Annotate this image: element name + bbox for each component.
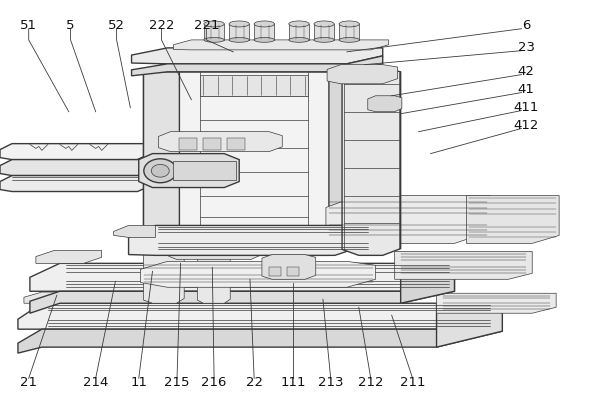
Text: 111: 111 xyxy=(280,376,306,389)
Polygon shape xyxy=(342,68,401,255)
Polygon shape xyxy=(129,225,371,255)
Polygon shape xyxy=(141,261,376,287)
Polygon shape xyxy=(314,24,334,40)
Text: 221: 221 xyxy=(194,20,219,32)
Ellipse shape xyxy=(314,38,334,42)
Polygon shape xyxy=(203,138,221,150)
Ellipse shape xyxy=(204,38,224,42)
Polygon shape xyxy=(30,277,454,313)
Polygon shape xyxy=(327,65,398,84)
Polygon shape xyxy=(437,293,556,313)
Polygon shape xyxy=(18,303,502,329)
Text: 41: 41 xyxy=(518,83,535,96)
Text: 6: 6 xyxy=(522,20,530,32)
Ellipse shape xyxy=(289,38,309,42)
Polygon shape xyxy=(18,313,502,353)
Text: 211: 211 xyxy=(400,376,425,389)
Polygon shape xyxy=(139,154,239,188)
Ellipse shape xyxy=(151,164,169,177)
Ellipse shape xyxy=(339,21,359,27)
Text: 52: 52 xyxy=(108,20,125,32)
Polygon shape xyxy=(24,292,90,303)
Polygon shape xyxy=(437,303,502,347)
Polygon shape xyxy=(132,48,383,64)
Polygon shape xyxy=(144,58,371,72)
Polygon shape xyxy=(395,251,532,279)
Ellipse shape xyxy=(144,159,177,183)
Polygon shape xyxy=(326,196,490,243)
Polygon shape xyxy=(169,247,260,259)
Polygon shape xyxy=(197,251,230,303)
Polygon shape xyxy=(204,24,224,40)
Polygon shape xyxy=(30,263,454,291)
Text: 212: 212 xyxy=(358,376,383,389)
Polygon shape xyxy=(114,225,155,237)
Polygon shape xyxy=(144,58,179,255)
Polygon shape xyxy=(0,174,155,192)
Ellipse shape xyxy=(204,21,224,27)
Text: 214: 214 xyxy=(83,376,108,389)
Ellipse shape xyxy=(339,38,359,42)
Text: 5: 5 xyxy=(66,20,75,32)
Polygon shape xyxy=(287,267,299,276)
Polygon shape xyxy=(179,138,197,150)
Text: 222: 222 xyxy=(149,20,174,32)
Text: 412: 412 xyxy=(514,119,539,132)
Polygon shape xyxy=(0,152,155,176)
Polygon shape xyxy=(200,75,308,96)
Text: 213: 213 xyxy=(318,376,343,389)
Text: 216: 216 xyxy=(202,376,227,389)
Ellipse shape xyxy=(314,21,334,27)
Polygon shape xyxy=(132,56,383,76)
Text: 23: 23 xyxy=(518,41,535,54)
Polygon shape xyxy=(269,267,281,276)
Ellipse shape xyxy=(254,38,274,42)
Text: 51: 51 xyxy=(20,20,37,32)
Polygon shape xyxy=(229,24,249,40)
Polygon shape xyxy=(289,24,309,40)
Text: 11: 11 xyxy=(130,376,147,389)
Polygon shape xyxy=(368,96,402,112)
Polygon shape xyxy=(144,58,371,255)
Polygon shape xyxy=(227,138,245,150)
Polygon shape xyxy=(173,161,236,180)
Ellipse shape xyxy=(289,21,309,27)
Polygon shape xyxy=(401,263,454,303)
Polygon shape xyxy=(173,40,389,50)
Polygon shape xyxy=(466,196,559,243)
Polygon shape xyxy=(36,251,102,263)
Polygon shape xyxy=(158,132,282,152)
Ellipse shape xyxy=(254,21,274,27)
Text: 21: 21 xyxy=(20,376,37,389)
Text: 22: 22 xyxy=(246,376,263,389)
Polygon shape xyxy=(254,24,274,40)
Polygon shape xyxy=(339,24,359,40)
Text: 411: 411 xyxy=(514,101,539,114)
Text: 42: 42 xyxy=(518,65,535,78)
Text: 215: 215 xyxy=(164,376,190,389)
Polygon shape xyxy=(262,255,316,279)
Polygon shape xyxy=(144,251,184,303)
Polygon shape xyxy=(0,144,155,160)
Polygon shape xyxy=(329,58,371,255)
Ellipse shape xyxy=(229,21,249,27)
Ellipse shape xyxy=(229,38,249,42)
